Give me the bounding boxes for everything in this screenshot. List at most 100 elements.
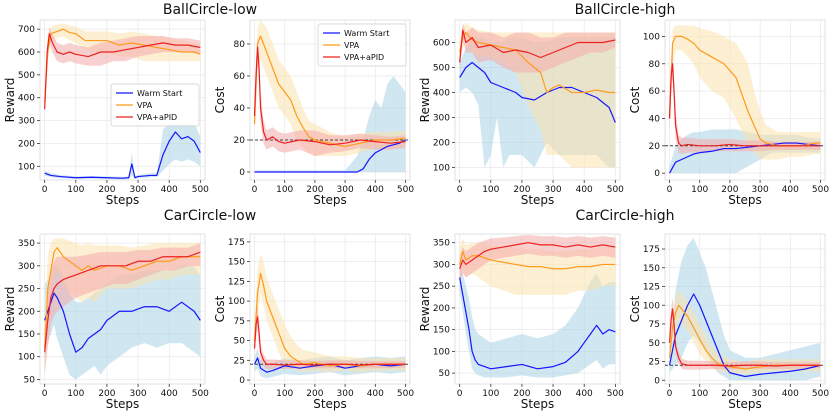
line-vpa [668, 304, 821, 370]
line-vpa-apid [459, 242, 616, 269]
series-layer [44, 238, 201, 380]
x-tick-label: 100 [276, 389, 293, 399]
y-tick-label: 600 [433, 39, 450, 49]
series-layer [250, 253, 410, 379]
y-tick-label: 200 [18, 139, 35, 149]
x-tick-label: 200 [98, 389, 115, 399]
band-vpa-apid [459, 234, 616, 282]
y-tick-label: 80 [649, 60, 661, 70]
line-vpa [459, 250, 616, 270]
x-axis-label: Steps [313, 397, 347, 411]
x-tick-label: 0 [252, 389, 258, 399]
line-warm-start [44, 292, 201, 353]
x-tick-label: 0 [457, 389, 463, 399]
x-tick-label: 500 [607, 389, 624, 399]
y-tick-label: 100 [433, 164, 450, 174]
y-tick-label: 25 [649, 358, 660, 368]
group-title-ballcircle-low: BallCircle-low [162, 2, 258, 18]
legend-label: VPA+aPID [344, 53, 384, 62]
x-tick-label: 0 [42, 389, 48, 399]
y-axis-label: Cost [628, 86, 642, 113]
y-axis-label: Reward [418, 78, 432, 123]
x-tick-label: 500 [192, 185, 209, 195]
x-tick-label: 300 [129, 185, 146, 195]
x-tick-label: 300 [544, 185, 561, 195]
x-tick-label: 300 [752, 185, 769, 195]
x-tick-label: 300 [752, 389, 769, 399]
y-tick-label: 400 [433, 89, 450, 99]
band-vpa-apid [459, 22, 616, 73]
y-tick-label: 0 [654, 376, 660, 386]
legend: Warm Start VPA VPA+aPID [317, 23, 407, 67]
y-tick-label: 200 [433, 139, 450, 149]
line-vpa-apid [668, 308, 821, 367]
x-axis-label: Steps [106, 193, 140, 207]
legend-label: VPA [344, 41, 360, 50]
x-tick-label: 500 [192, 389, 209, 399]
y-tick-label: 700 [18, 25, 35, 35]
chart-carcircle-high-cost: 0 100 200 300 400 500 0 25 50 75 100 125 150 175 Steps… [628, 233, 829, 411]
legend-label: VPA [137, 101, 153, 110]
chart-ballcircle-low-cost: 0 100 200 300 400 500 0 20 40 60 80 Steps Cost Warm S… [213, 19, 414, 207]
x-tick-label: 500 [812, 185, 829, 195]
chart-carcircle-high-reward: 0 100 200 300 400 500 50 100 150 200 250 300 350 Step… [418, 233, 624, 411]
y-tick-label: 150 [433, 326, 450, 336]
line-vpa-apid [44, 251, 201, 353]
group-title-carcircle-low: CarCircle-low [163, 208, 257, 224]
x-tick-label: 500 [397, 389, 414, 399]
line-warm-start [254, 139, 406, 173]
x-tick-label: 400 [576, 389, 593, 399]
y-tick-label: 75 [234, 317, 245, 327]
x-tick-label: 0 [42, 185, 48, 195]
series-layer [665, 25, 825, 174]
x-tick-label: 100 [482, 185, 499, 195]
band-vpa-apid [44, 243, 201, 375]
y-tick-label: 300 [433, 260, 450, 270]
x-axis-label: Steps [521, 397, 555, 411]
y-tick-label: 60 [234, 72, 246, 82]
series-layer [665, 237, 825, 381]
y-axis-label: Reward [3, 287, 17, 332]
x-tick-label: 500 [397, 185, 414, 195]
y-tick-label: 350 [18, 239, 35, 249]
x-tick-label: 200 [306, 389, 323, 399]
x-tick-label: 400 [782, 389, 799, 399]
line-warm-start [459, 277, 616, 370]
x-tick-label: 200 [721, 389, 738, 399]
y-tick-label: 125 [228, 277, 245, 287]
y-axis-label: Cost [628, 295, 642, 322]
x-tick-label: 300 [544, 389, 561, 399]
series-layer [44, 23, 201, 180]
legend: Warm Start VPA VPA+aPID [110, 83, 200, 127]
y-tick-label: 0 [654, 169, 660, 179]
series-layer [250, 20, 410, 173]
y-tick-label: 80 [234, 40, 246, 50]
x-axis-label: Steps [728, 193, 762, 207]
line-vpa-apid [668, 63, 821, 147]
y-tick-label: 500 [433, 64, 450, 74]
chart-carcircle-low-cost: 0 100 200 300 400 500 0 25 50 75 100 125 150 175 Steps… [213, 233, 414, 411]
x-tick-label: 500 [812, 389, 829, 399]
x-tick-label: 200 [306, 185, 323, 195]
y-tick-label: 20 [649, 142, 661, 152]
band-vpa-apid [44, 26, 201, 121]
y-tick-label: 50 [439, 369, 451, 379]
x-tick-label: 300 [337, 389, 354, 399]
x-tick-label: 200 [721, 185, 738, 195]
line-warm-start [668, 293, 821, 378]
band-vpa-apid [669, 297, 821, 370]
x-tick-label: 100 [691, 185, 708, 195]
y-tick-label: 300 [18, 117, 35, 127]
x-tick-label: 100 [67, 389, 84, 399]
group-title-carcircle-high: CarCircle-high [575, 208, 675, 224]
chart-ballcircle-high-reward: 0 100 200 300 400 500 100 200 300 400 500 600 Steps R… [418, 19, 624, 207]
group-title-ballcircle-high: BallCircle-high [574, 2, 676, 18]
band-vpa [254, 20, 406, 156]
y-axis-label: Cost [213, 295, 227, 322]
y-tick-label: 60 [649, 87, 661, 97]
x-axis-label: Steps [106, 397, 140, 411]
series-layer [459, 234, 616, 378]
y-tick-label: 175 [228, 238, 245, 248]
